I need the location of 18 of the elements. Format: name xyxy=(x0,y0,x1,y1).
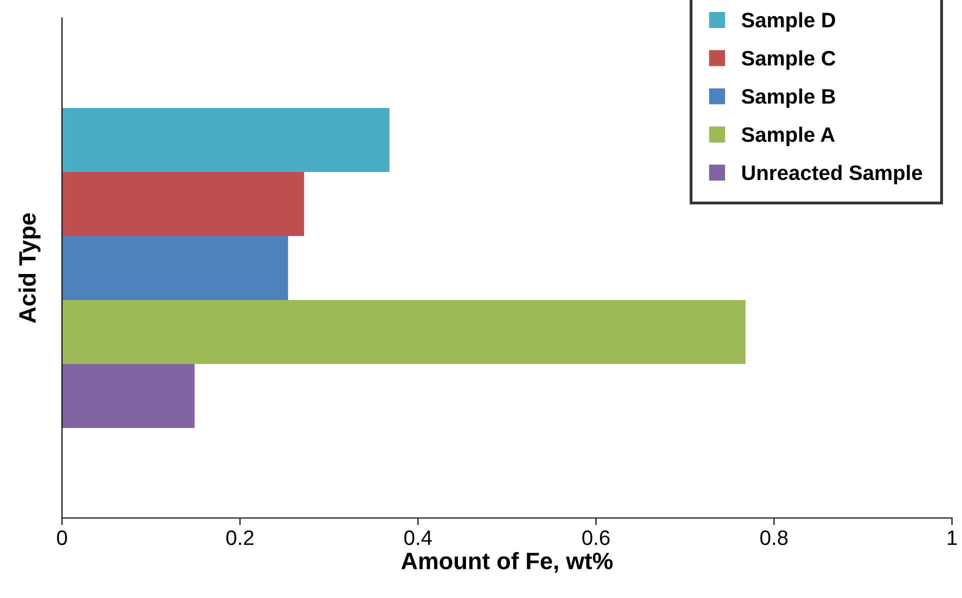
bar xyxy=(62,364,195,428)
bar xyxy=(62,108,390,172)
legend-label: Unreacted Sample xyxy=(742,164,922,184)
legend-label: Sample B xyxy=(742,88,836,108)
x-tick-label: 0.4 xyxy=(404,530,432,546)
legend-label: Sample A xyxy=(742,126,835,146)
bar xyxy=(62,172,304,236)
y-axis-title: Acid Type xyxy=(18,213,40,323)
x-axis-title: Amount of Fe, wt% xyxy=(401,552,613,573)
x-tick-label: 0.2 xyxy=(226,530,254,546)
x-tick-label: 0.8 xyxy=(760,530,788,546)
x-tick-label: 0.6 xyxy=(582,530,610,546)
bar xyxy=(62,236,288,300)
legend-label: Sample C xyxy=(742,50,836,70)
legend-label: Sample D xyxy=(742,12,836,32)
x-tick-label: 1 xyxy=(948,530,957,545)
x-tick-label: 0 xyxy=(57,530,67,546)
bar xyxy=(62,300,746,364)
